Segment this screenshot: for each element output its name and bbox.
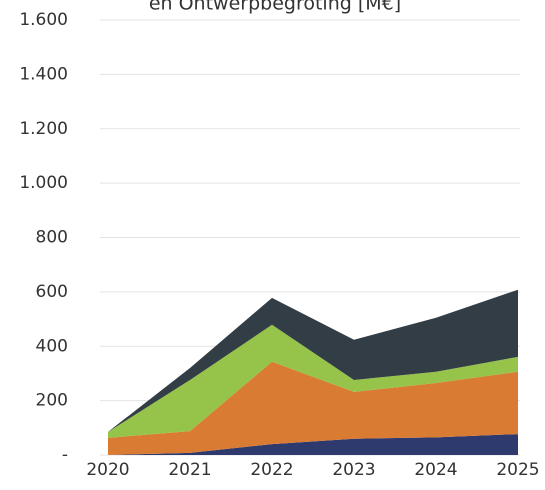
- x-tick-label: 2025: [496, 460, 539, 480]
- y-tick-label: 800: [36, 228, 68, 248]
- x-tick-label: 2024: [414, 460, 457, 480]
- area: [108, 289, 518, 432]
- area: [108, 434, 518, 455]
- y-tick-label: 1.000: [19, 173, 68, 193]
- chart-title: en Ontwerpbegroting [M€]: [149, 0, 401, 15]
- y-tick-label: 1.400: [19, 64, 68, 84]
- y-tick-label: 1.200: [19, 119, 68, 139]
- y-tick-label: 400: [36, 336, 68, 356]
- x-tick-label: 2020: [86, 460, 129, 480]
- x-tick-label: 2022: [250, 460, 293, 480]
- x-tick-label: 2021: [168, 460, 211, 480]
- y-tick-label: 1.600: [19, 10, 68, 30]
- area: [108, 361, 518, 455]
- x-tick-label: 2023: [332, 460, 375, 480]
- y-tick-label: 600: [36, 282, 68, 302]
- y-tick-label: -: [62, 445, 68, 465]
- area: [108, 324, 518, 438]
- y-tick-label: 200: [36, 391, 68, 411]
